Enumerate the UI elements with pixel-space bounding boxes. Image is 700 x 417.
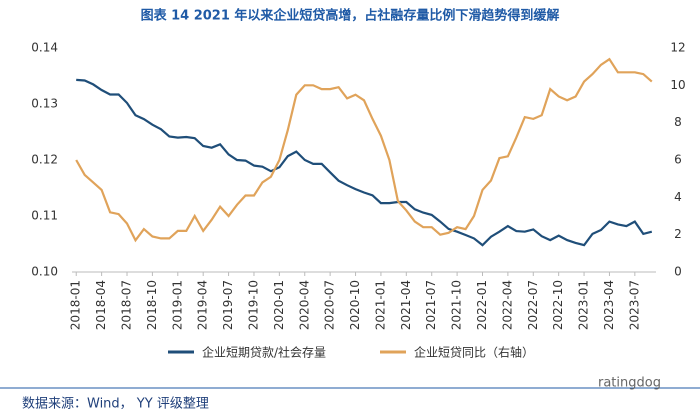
x-tick-label: 2018-04: [94, 280, 108, 330]
x-tick-label: 2018-10: [145, 280, 159, 330]
y-tick-label: 0.14: [31, 41, 58, 55]
x-tick-label: 2021-01: [373, 280, 387, 330]
x-tick-label: 2019-01: [170, 280, 184, 330]
y2-tick-label: 0: [674, 265, 682, 279]
y-tick-label: 0.11: [31, 209, 58, 223]
x-tick-label: 2019-07: [221, 280, 235, 330]
y-tick-label: 0.10: [31, 265, 58, 279]
x-tick-label: 2019-04: [196, 280, 210, 330]
y2-tick-label: 2: [674, 227, 682, 241]
y-tick-label: 0.12: [31, 153, 58, 167]
legend-label: 企业短期贷款/社会存量: [202, 345, 326, 360]
x-tick-label: 2018-01: [69, 280, 83, 330]
line-series: [76, 78, 653, 247]
x-tick-label: 2021-07: [424, 280, 438, 330]
x-tick-label: 2018-07: [120, 280, 134, 330]
watermark: ratingdog: [598, 376, 661, 391]
chart-title: 图表 14 2021 年以来企业短贷高增，占社融存量比例下滑趋势得到缓解: [141, 8, 560, 24]
x-tick-label: 2022-10: [551, 280, 565, 330]
x-tick-label: 2022-01: [475, 280, 489, 330]
x-tick-label: 2020-10: [348, 280, 362, 330]
x-tick-label: 2020-04: [297, 280, 311, 330]
x-tick-label: 2019-10: [246, 280, 260, 330]
x-tick-label: 2021-10: [450, 280, 464, 330]
x-tick-label: 2022-04: [500, 280, 514, 330]
y2-tick-label: 4: [674, 190, 682, 204]
legend-label: 企业短贷同比（右轴）: [414, 345, 534, 360]
y2-tick-label: 8: [674, 115, 682, 129]
line-series: [75, 57, 653, 243]
x-tick-label: 2020-07: [323, 280, 337, 330]
y2-tick-label: 12: [670, 41, 685, 55]
x-tick-label: 2022-07: [526, 280, 540, 330]
y-tick-label: 0.13: [31, 97, 58, 111]
y2-tick-label: 10: [670, 78, 685, 92]
x-tick-label: 2020-01: [272, 280, 286, 330]
x-tick-label: 2023-01: [577, 280, 591, 330]
x-tick-label: 2021-04: [399, 280, 413, 330]
x-tick-label: 2023-07: [627, 280, 641, 330]
y2-tick-label: 6: [674, 153, 682, 167]
source: 数据来源：Wind， YY 评级整理: [22, 397, 209, 412]
x-tick-label: 2023-04: [602, 280, 616, 330]
